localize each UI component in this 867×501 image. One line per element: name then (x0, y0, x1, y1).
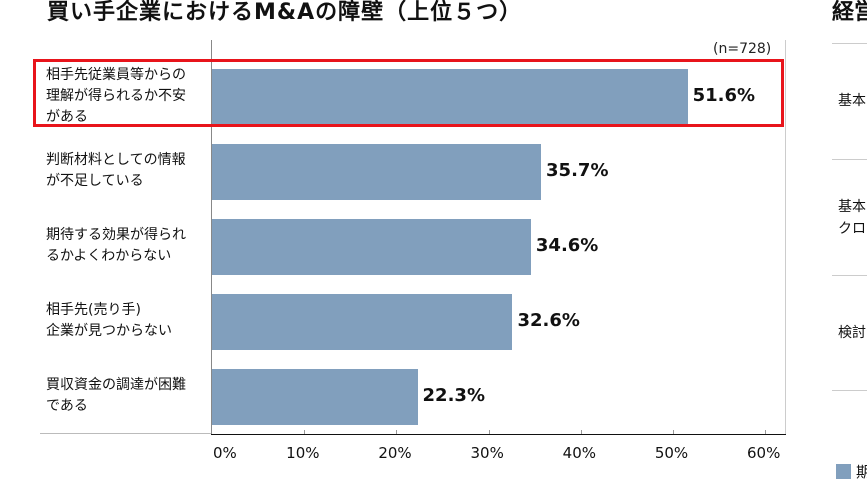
right-panel-divider (832, 390, 867, 391)
category-label-line: 相手先従業員等からの (46, 66, 186, 83)
x-tick-label: 60% (747, 444, 781, 462)
x-tick-label: 50% (654, 444, 689, 462)
y-axis (211, 40, 212, 435)
bar (212, 369, 418, 425)
legend-swatch (836, 464, 851, 479)
x-tick (765, 430, 766, 434)
right-panel-row-1: 基本 (838, 93, 866, 109)
value-label: 34.6% (535, 235, 599, 256)
x-tick (396, 430, 398, 434)
right-panel-divider (832, 159, 867, 160)
right-panel-divider (832, 275, 867, 276)
plot-right-border (785, 40, 786, 435)
bar (212, 294, 513, 350)
category-label: 相手先(売り手) 企業が見つからない (46, 300, 216, 342)
x-tick-label: 30% (470, 444, 504, 462)
right-panel-title: 経営 (832, 0, 867, 25)
right-panel-row-2: 基本 クロ (838, 199, 866, 237)
right-panel-row-3: 検討 (838, 325, 866, 341)
category-label-line: が不足している (46, 173, 144, 189)
category-baseline (40, 433, 211, 434)
x-tick-label: 10% (286, 444, 320, 462)
sample-size-note: (n=728) (713, 41, 772, 57)
category-label-line: 買収資金の調達が困難 (46, 377, 186, 393)
category-label-line: 相手先(売り手) (46, 302, 141, 318)
category-label-line: 理解が得られるか不安 (46, 87, 186, 104)
value-label: 32.6% (517, 310, 580, 331)
bar (212, 219, 531, 275)
category-label-line: るかよくわからない (46, 248, 172, 264)
category-label: 買収資金の調達が困難 である (46, 375, 216, 417)
value-label: 22.3% (422, 385, 485, 406)
category-label-line: 企業が見つからない (46, 323, 172, 339)
x-axis (211, 434, 786, 435)
value-label: 51.6% (692, 85, 756, 106)
category-label: 判断材料としての情報 が不足している (46, 150, 216, 192)
value-label: 35.7% (546, 160, 609, 181)
x-tick-label: 40% (562, 444, 596, 462)
x-tick-label: 0% (213, 444, 237, 462)
x-tick (304, 430, 306, 434)
chart-title: 買い手企業におけるM&Aの障壁（上位５つ） (47, 0, 523, 25)
category-label: 相手先従業員等からの 理解が得られるか不安 がある (46, 65, 216, 128)
category-label-line: 期待する効果が得られ (46, 227, 186, 243)
category-label-line: 判断材料としての情報 (46, 152, 186, 168)
x-tick (672, 430, 674, 434)
x-tick-label: 20% (378, 444, 412, 462)
category-label-line: である (46, 398, 88, 414)
x-tick (580, 430, 582, 434)
legend-label: 期 (856, 463, 867, 481)
right-panel-divider (832, 43, 867, 44)
x-tick (488, 430, 490, 434)
bar (212, 144, 542, 200)
bar (212, 69, 688, 125)
highlight-box (33, 59, 784, 127)
category-label-line: がある (46, 108, 88, 125)
category-label: 期待する効果が得られ るかよくわからない (46, 225, 216, 267)
